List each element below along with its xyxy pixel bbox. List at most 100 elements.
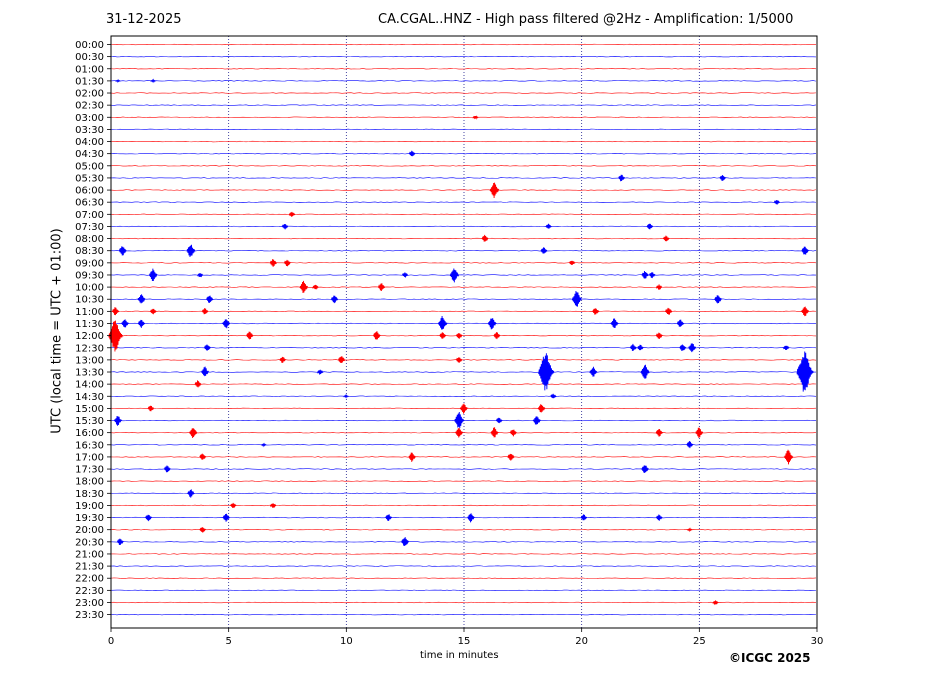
- y-tick-label: 13:30: [75, 368, 104, 379]
- seismic-event: [687, 527, 693, 533]
- seismic-event: [719, 175, 727, 181]
- seismic-event: [279, 356, 287, 363]
- seismic-event: [269, 259, 278, 267]
- trace-20:30: [110, 541, 817, 543]
- y-tick-label: 00:00: [75, 40, 104, 51]
- trace-13:00: [110, 359, 817, 361]
- trace-21:00: [110, 553, 817, 555]
- seismic-event: [385, 514, 393, 522]
- seismic-event: [186, 244, 196, 258]
- trace-01:30: [110, 80, 817, 82]
- seismic-event: [189, 427, 198, 439]
- seismic-event: [114, 416, 123, 426]
- seismic-event: [532, 416, 541, 425]
- seismic-event: [641, 271, 649, 279]
- seismic-event: [467, 513, 475, 523]
- seismic-event: [459, 403, 468, 414]
- seismic-event: [199, 527, 207, 533]
- seismic-event: [187, 489, 195, 498]
- seismic-event: [246, 331, 254, 340]
- seismic-event: [796, 351, 814, 392]
- trace-09:00: [110, 262, 817, 264]
- trace-02:30: [110, 104, 817, 106]
- seismic-event: [646, 223, 654, 230]
- trace-04:00: [110, 140, 817, 143]
- trace-03:30: [110, 128, 817, 131]
- seismic-event: [540, 247, 548, 254]
- seismic-event: [222, 513, 230, 522]
- seismic-event: [197, 273, 204, 278]
- trace-20:00: [110, 529, 817, 531]
- y-tick-label: 19:00: [75, 501, 104, 512]
- seismic-event: [783, 345, 790, 350]
- y-tick-label: 04:00: [75, 137, 104, 148]
- seismic-event: [537, 404, 546, 413]
- seismic-event: [121, 319, 129, 328]
- seismic-event: [648, 272, 656, 279]
- y-tick-label: 18:00: [75, 477, 104, 488]
- y-tick-label: 05:30: [75, 173, 104, 184]
- seismic-event: [495, 417, 503, 424]
- seismic-event: [111, 307, 120, 316]
- trace-14:30: [110, 395, 817, 397]
- y-tick-label: 08:30: [75, 246, 104, 257]
- y-tick-label: 01:30: [75, 76, 104, 87]
- y-tick-label: 05:00: [75, 161, 104, 172]
- seismic-event: [343, 393, 349, 399]
- y-tick-label: 10:00: [75, 283, 104, 294]
- y-tick-label: 10:30: [75, 295, 104, 306]
- y-tick-label: 02:30: [75, 101, 104, 112]
- y-tick-label: 14:30: [75, 392, 104, 403]
- seismic-event: [695, 427, 704, 438]
- y-tick-label: 23:30: [75, 610, 104, 621]
- seismic-event: [571, 290, 582, 307]
- trace-11:00: [110, 310, 817, 313]
- y-tick-label: 06:30: [75, 198, 104, 209]
- copyright-credit: ©ICGC 2025: [729, 651, 811, 665]
- seismic-event: [688, 343, 697, 353]
- y-tick-label: 21:30: [75, 562, 104, 573]
- seismic-event: [137, 319, 146, 328]
- seismic-event: [449, 268, 460, 283]
- y-tick-label: 22:00: [75, 574, 104, 585]
- trace-17:00: [110, 456, 817, 458]
- seismic-event: [222, 319, 231, 329]
- trace-06:00: [110, 189, 817, 191]
- trace-18:00: [110, 480, 817, 482]
- trace-16:00: [110, 432, 817, 434]
- x-tick-label: 25: [693, 636, 706, 647]
- seismic-event: [261, 442, 267, 448]
- seismic-event: [509, 429, 517, 437]
- y-tick-label: 12:30: [75, 343, 104, 354]
- trace-07:00: [110, 213, 817, 215]
- trace-13:30: [110, 371, 817, 373]
- trace-05:30: [110, 177, 817, 179]
- seismic-event: [330, 295, 339, 304]
- seismic-event: [116, 538, 124, 546]
- trace-02:00: [110, 92, 817, 94]
- seismic-event: [408, 452, 417, 462]
- seismic-event: [712, 600, 719, 606]
- y-tick-label: 03:00: [75, 113, 104, 124]
- y-tick-label: 15:30: [75, 416, 104, 427]
- seismic-event: [714, 295, 722, 304]
- trace-10:00: [111, 286, 817, 288]
- seismic-event: [337, 356, 346, 363]
- seismic-event: [408, 150, 416, 157]
- seismic-event: [592, 308, 600, 315]
- seismic-event: [610, 318, 619, 328]
- y-tick-label: 20:30: [75, 537, 104, 548]
- seismic-event: [493, 332, 501, 340]
- seismic-traces: [110, 43, 817, 616]
- x-tick-label: 15: [458, 636, 471, 647]
- trace-19:30: [110, 516, 817, 519]
- trace-21:30: [110, 565, 817, 567]
- trace-11:30: [110, 322, 817, 325]
- seismic-events: [108, 78, 814, 606]
- trace-06:30: [110, 201, 817, 203]
- y-tick-label: 18:30: [75, 489, 104, 500]
- seismic-event: [149, 308, 157, 315]
- x-tick-label: 20: [575, 636, 588, 647]
- seismic-event: [686, 441, 694, 449]
